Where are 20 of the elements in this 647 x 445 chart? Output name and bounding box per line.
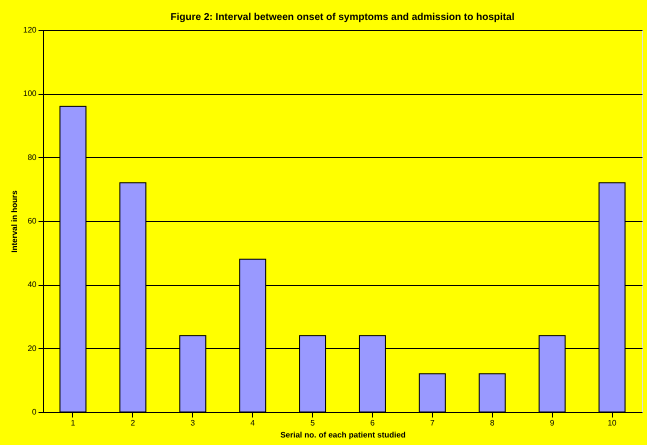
x-axis-title: Serial no. of each patient studied	[280, 430, 406, 440]
x-tick-label: 4	[250, 418, 256, 428]
x-tick-label: 2	[130, 418, 136, 428]
x-tick-label: 10	[608, 418, 618, 428]
x-tick-label: 8	[490, 418, 496, 428]
chart-title: Figure 2: Interval between onset of symptoms and admission to hospital	[170, 12, 515, 23]
y-axis-title: Interval in hours	[10, 190, 20, 253]
y-tick-label: 100	[23, 89, 38, 98]
x-tick-label: 6	[370, 418, 376, 428]
x-tick-label: 9	[550, 418, 555, 428]
y-tick-label: 60	[28, 216, 38, 226]
y-tick-label: 0	[32, 408, 38, 416]
x-tick-label: 3	[190, 418, 196, 428]
y-tick-label: 20	[28, 344, 38, 353]
x-tick-label: 7	[430, 418, 436, 428]
y-tick-label: 80	[28, 152, 38, 162]
x-tick-label: 1	[70, 418, 76, 428]
y-tick-label: 120	[23, 26, 38, 34]
x-tick-label: 5	[310, 418, 316, 428]
y-tick-label: 40	[28, 280, 38, 290]
